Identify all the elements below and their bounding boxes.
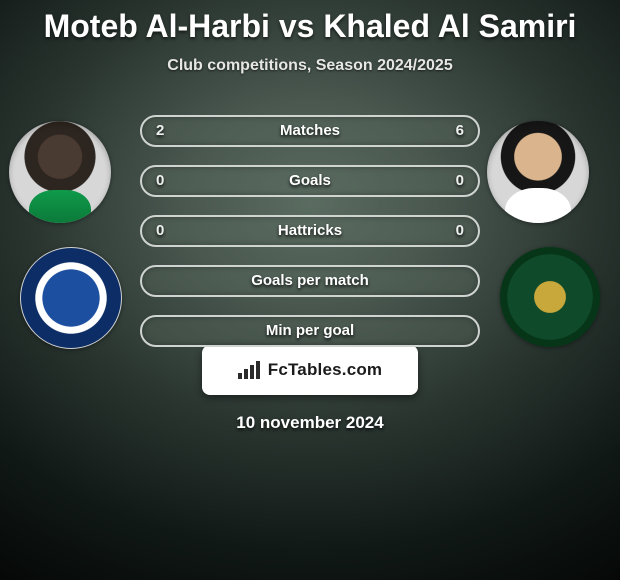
page-title: Moteb Al-Harbi vs Khaled Al Samiri [0, 0, 620, 45]
stat-label: Goals per match [142, 267, 478, 295]
stat-label: Matches [142, 117, 478, 145]
stat-label: Min per goal [142, 317, 478, 345]
club-right-badge [500, 247, 600, 347]
comparison-panel: 2 Matches 6 0 Goals 0 0 Hattricks 0 Goal… [0, 99, 620, 329]
stat-row: 0 Hattricks 0 [140, 215, 480, 247]
stat-right-value: 0 [456, 167, 464, 195]
stat-right-value: 0 [456, 217, 464, 245]
page-subtitle: Club competitions, Season 2024/2025 [0, 57, 620, 75]
club-left-badge [20, 247, 122, 349]
player-left-avatar [9, 121, 111, 223]
stat-row: Min per goal [140, 315, 480, 347]
stat-label: Goals [142, 167, 478, 195]
stat-right-value: 6 [456, 117, 464, 145]
stat-bars: 2 Matches 6 0 Goals 0 0 Hattricks 0 Goal… [140, 115, 480, 365]
stat-row: 2 Matches 6 [140, 115, 480, 147]
stat-row: 0 Goals 0 [140, 165, 480, 197]
stat-label: Hattricks [142, 217, 478, 245]
stat-row: Goals per match [140, 265, 480, 297]
player-right-avatar [487, 121, 589, 223]
infographic-date: 10 november 2024 [0, 413, 620, 433]
